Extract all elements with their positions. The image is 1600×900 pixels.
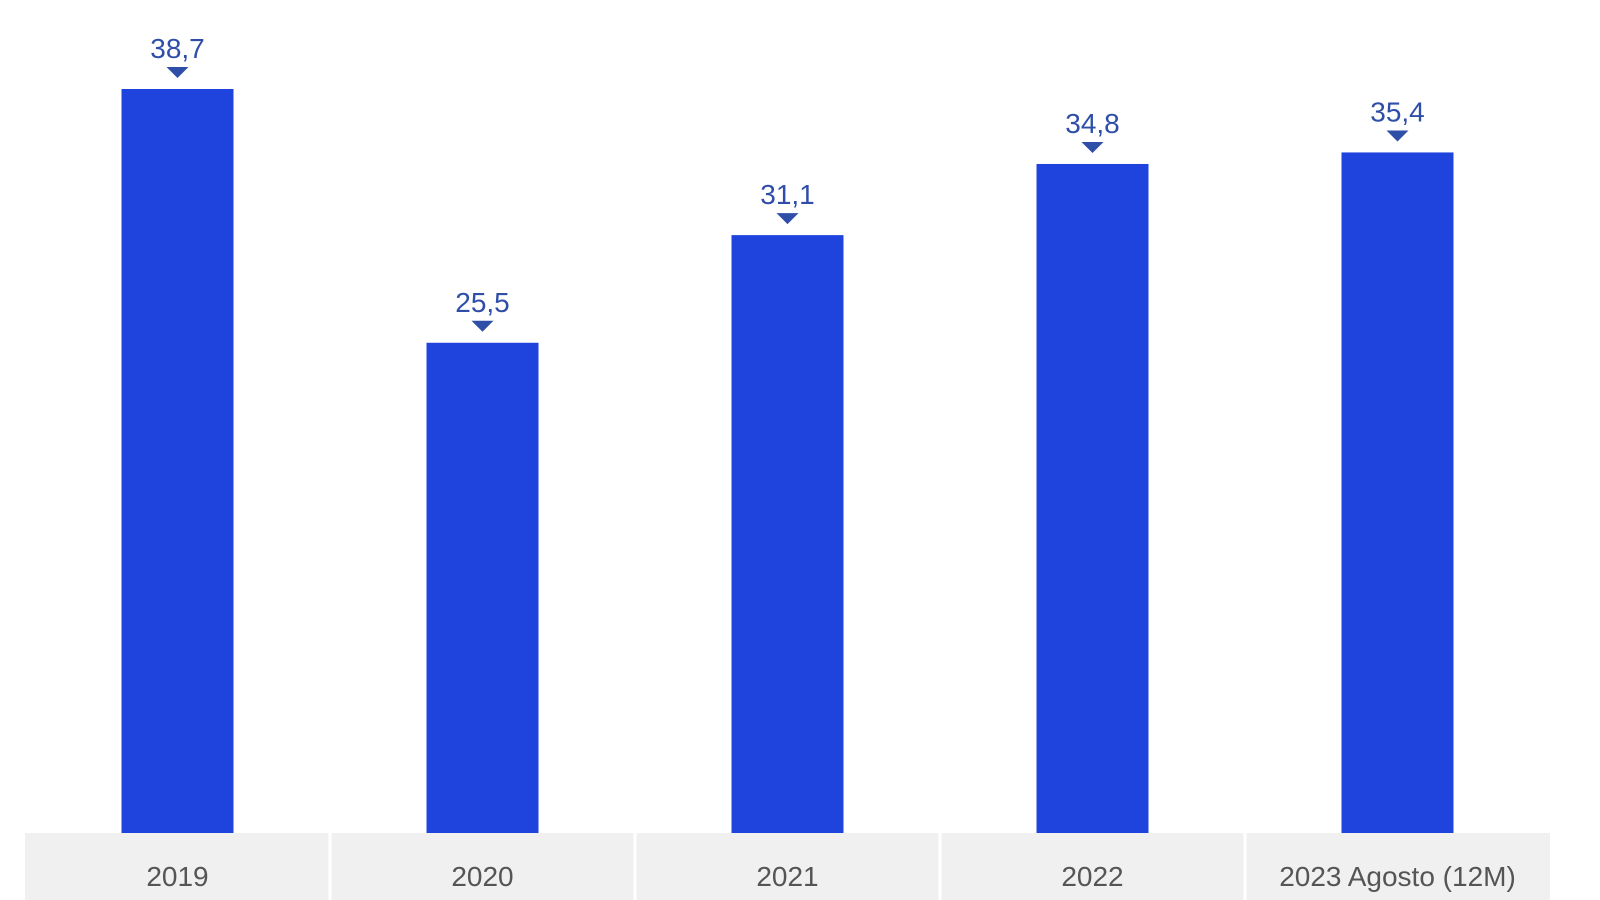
data-label: 35,4 <box>1370 96 1425 127</box>
bar-2020 <box>426 342 539 833</box>
bars <box>121 89 1454 833</box>
data-label: 31,1 <box>760 179 815 210</box>
category-tick-label: 2020 <box>451 861 513 892</box>
axis-band-divider <box>328 833 332 900</box>
bar-2021 <box>731 235 844 833</box>
data-label-marker <box>1386 130 1409 142</box>
axis-band-divider <box>1243 833 1247 900</box>
data-label-marker <box>471 320 494 332</box>
data-label-marker <box>776 213 799 225</box>
category-tick-label: 2022 <box>1061 861 1123 892</box>
data-label: 38,7 <box>150 33 205 64</box>
data-label: 34,8 <box>1065 108 1120 139</box>
category-tick-label: 2019 <box>146 861 208 892</box>
bar-2023-agosto-12m <box>1341 152 1454 833</box>
axis-band-divider <box>938 833 942 900</box>
category-labels: 2019 2020 2021 2022 2023 Agosto (12M) <box>146 861 1515 892</box>
value-labels: 38,7 25,5 31,1 34,8 35,4 <box>150 33 1425 332</box>
axis-band-background <box>25 833 1550 900</box>
category-tick-label: 2021 <box>756 861 818 892</box>
data-label: 25,5 <box>455 287 510 318</box>
bar-2019 <box>121 89 234 833</box>
category-axis-band <box>25 833 1550 900</box>
data-label-marker <box>1081 141 1104 153</box>
bar-2022 <box>1036 163 1149 833</box>
axis-band-divider <box>633 833 637 900</box>
category-tick-label: 2023 Agosto (12M) <box>1279 861 1516 892</box>
data-label-marker <box>166 67 189 78</box>
